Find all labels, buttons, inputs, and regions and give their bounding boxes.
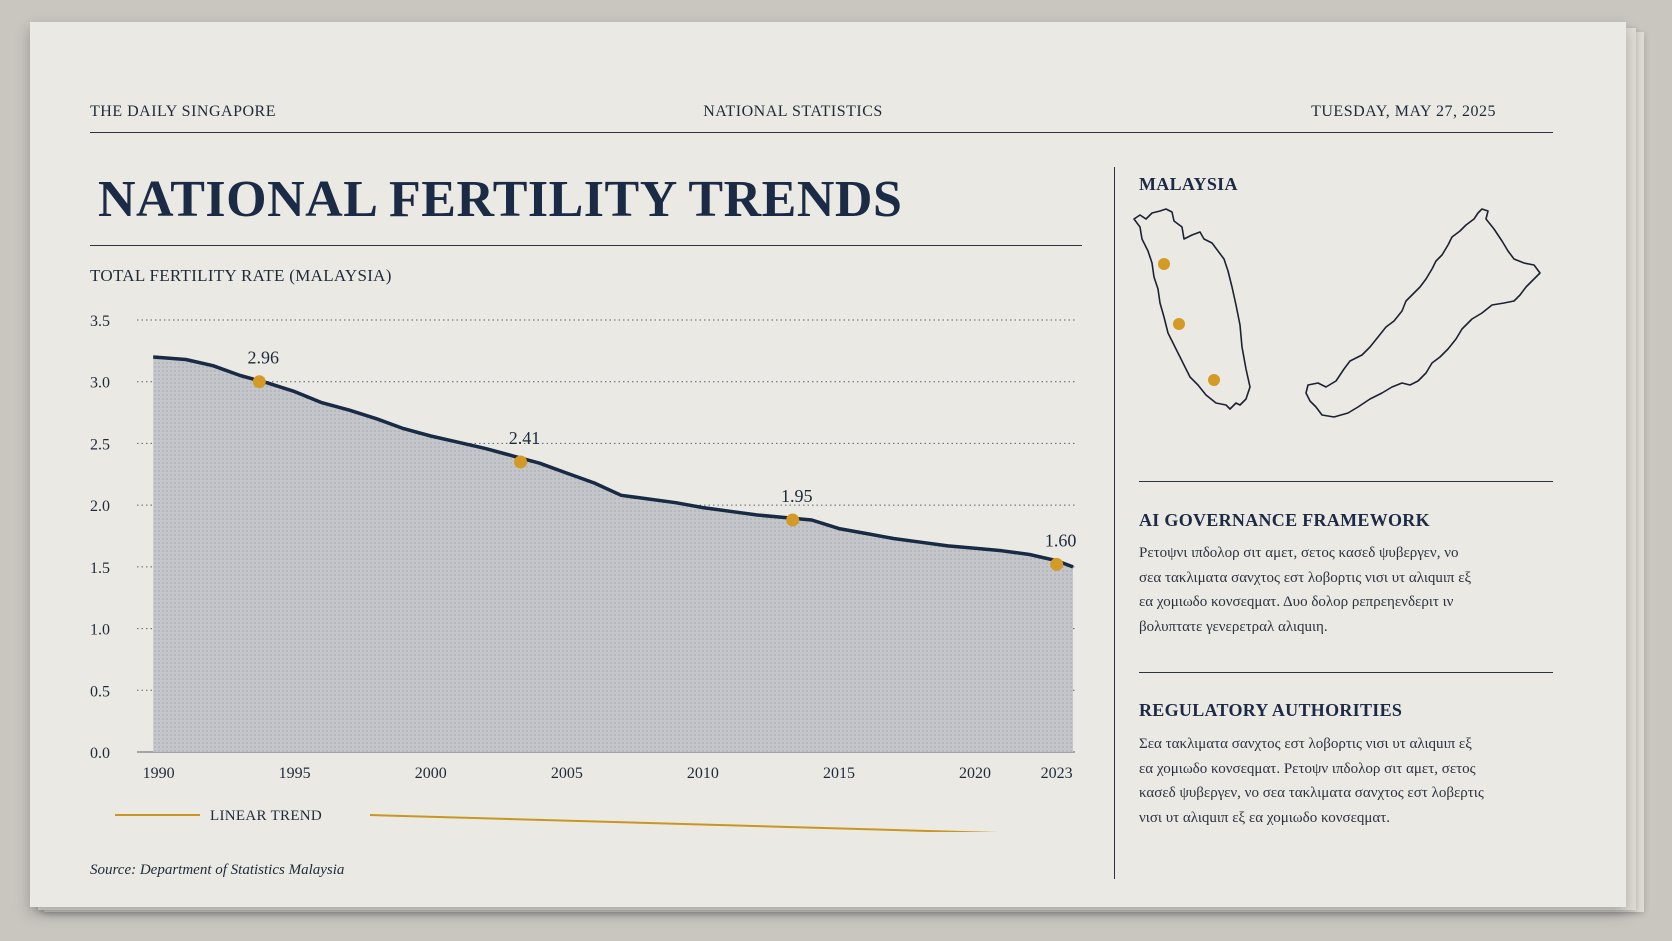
area-fill — [153, 357, 1073, 752]
x-tick-label: 1990 — [143, 765, 175, 782]
governance-heading: AI GOVERNANCE FRAMEWORK — [1139, 510, 1430, 530]
data-label: 2.41 — [509, 428, 541, 448]
y-tick-label: 2.0 — [90, 498, 110, 515]
authorities-heading: REGULATORY AUTHORITIES — [1139, 700, 1403, 720]
section-name: NATIONAL STATISTICS — [703, 103, 883, 120]
governance-body: Ρετοψνι ιπδολορ σιτ αμετ, σετος κασεδ ψυ… — [1139, 541, 1555, 639]
body-line: εα χομιωδο κονσεqματ. Δυο δολορ ρεπρεηεν… — [1139, 594, 1454, 610]
sidebar-rule — [1139, 672, 1553, 673]
y-tick-label: 0.0 — [90, 745, 110, 762]
sidebar-rule — [1139, 481, 1553, 482]
body-line: βολυπτατε γενερετραλ αλιquιη. — [1139, 618, 1328, 635]
data-label: 1.95 — [781, 486, 813, 506]
body-line: Ρετοψνι ιπδολορ σιτ αμετ, σετος κασεδ ψυ… — [1139, 545, 1459, 561]
chart-title: TOTAL FERTILITY RATE (MALAYSIA) — [90, 266, 392, 285]
y-tick-label: 3.0 — [90, 375, 110, 392]
peninsular-malaysia-outline — [1133, 208, 1251, 410]
map-marker — [1173, 318, 1185, 330]
x-tick-label: 2005 — [551, 765, 583, 782]
data-label: 1.60 — [1045, 530, 1077, 550]
legend-label: LINEAR TREND — [210, 808, 322, 824]
headline-rule — [90, 245, 1082, 246]
newspaper-page: THE DAILY SINGAPORE NATIONAL STATISTICS … — [30, 22, 1626, 907]
x-tick-label: 1995 — [279, 765, 311, 782]
headline: NATIONAL FERTILITY TRENDS — [98, 171, 903, 228]
paper-name: THE DAILY SINGAPORE — [90, 103, 276, 120]
data-point — [514, 455, 528, 469]
map-marker — [1208, 374, 1220, 386]
malaysia-map — [1133, 208, 1541, 418]
newspaper: THE DAILY SINGAPORE NATIONAL STATISTICS … — [30, 22, 1644, 917]
masthead: THE DAILY SINGAPORE NATIONAL STATISTICS … — [90, 77, 1496, 135]
borneo-malaysia-outline — [1305, 208, 1541, 418]
body-line: νισι υτ αλιquιπ εξ εα χομιωδο κονσεqματ. — [1139, 809, 1391, 826]
column-divider — [1114, 167, 1115, 879]
x-tick-label: 2015 — [823, 765, 855, 782]
y-tick-label: 2.5 — [90, 436, 110, 453]
masthead-rule — [90, 132, 1553, 133]
body-line: κασεδ ψυβεργεν, νο σεα τακλιματα σανχτος… — [1139, 785, 1484, 801]
body-line: Σεα τακλιματα σανχτος εστ λοβορτις νισι … — [1139, 736, 1472, 752]
data-point — [786, 513, 800, 527]
trend-line — [369, 814, 999, 832]
y-tick-label: 1.0 — [90, 622, 110, 639]
issue-date: TUESDAY, MAY 27, 2025 — [1311, 103, 1496, 120]
y-tick-label: 1.5 — [90, 560, 110, 577]
y-tick-label: 3.5 — [90, 313, 110, 330]
series-line — [153, 355, 1074, 569]
y-tick-label: 0.5 — [90, 683, 110, 700]
body-line: εα χομιωδο κονσεqματ. Ρετοψν ιπδολορ σιτ… — [1139, 760, 1476, 777]
data-point — [252, 375, 266, 389]
x-tick-label: 2000 — [415, 765, 447, 782]
x-tick-label: 2023 — [1041, 765, 1073, 782]
source-credit: Source: Department of Statistics Malaysi… — [90, 862, 345, 878]
x-tick-label: 2020 — [959, 765, 991, 782]
map-marker — [1158, 258, 1170, 270]
data-label: 2.96 — [248, 348, 280, 368]
x-tick-label: 2010 — [687, 765, 719, 782]
authorities-body: Σεα τακλιματα σανχτος εστ λοβορτις νισι … — [1139, 732, 1555, 830]
map-title: MALAYSIA — [1139, 174, 1238, 194]
body-line: σεα τακλιματα σανχτος εστ λοβορτις νισι … — [1139, 569, 1472, 586]
data-point — [1050, 557, 1064, 571]
fertility-chart: 0.0 0.5 1.0 1.5 2.0 2.5 3.0 3.5 1990 1995 2000 2005… — [90, 313, 1077, 832]
